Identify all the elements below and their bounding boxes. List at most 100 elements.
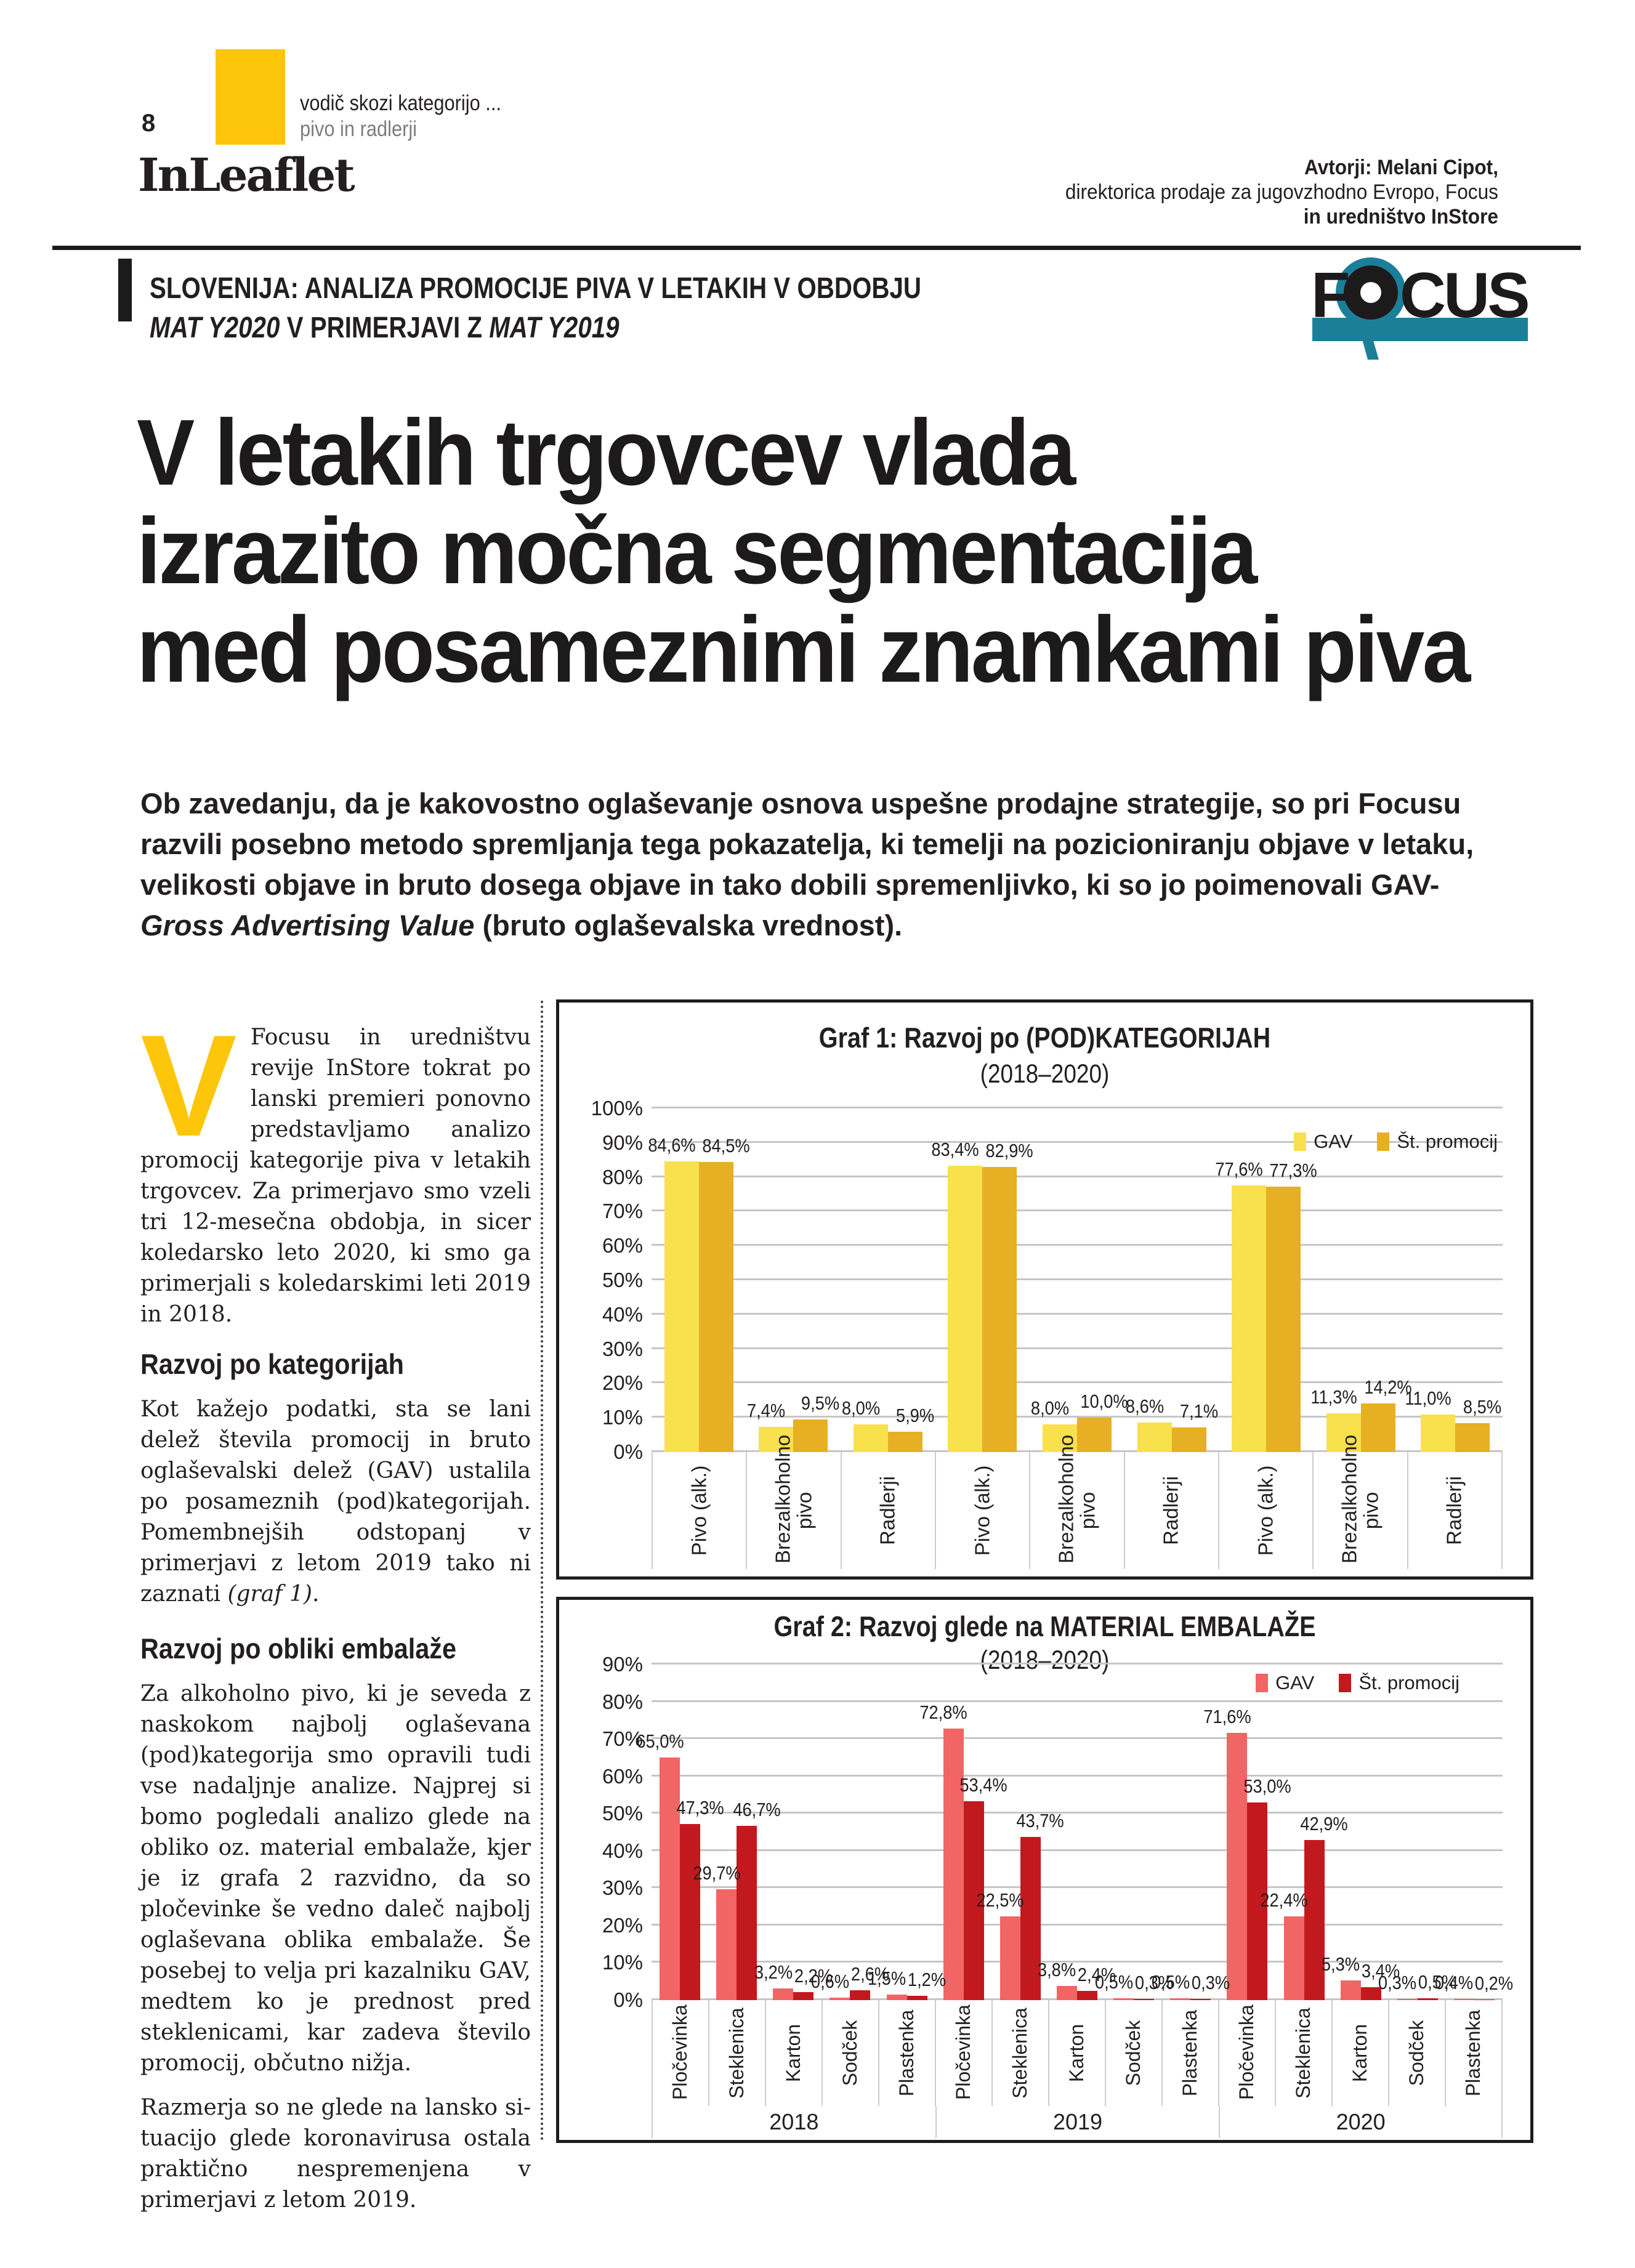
x-axis-label: Pločevinka [1235,2004,1258,2100]
bar-gav [1326,1413,1361,1452]
data-label: 3,4% [1362,1960,1400,1982]
graf1-plot-area: GAV Št. promocij 0% 10% 20% 30% 40% 50% 60% 70% 8… [591,1097,1503,1463]
bar-group: 3,2% 2,2% [754,1665,833,2000]
data-label: 2,6% [850,1963,890,1985]
bar-st-promocij [1266,1186,1301,1452]
data-label: 8,5% [1463,1395,1502,1418]
author-name: Avtorji: Melani Cipot, [1304,156,1498,179]
graf1-legend: GAV Št. promocij [1294,1131,1498,1153]
x-axis-cell: Pivo (alk.) [934,1452,1029,1569]
data-label: 7,4% [747,1399,786,1421]
bar-st-promocij [1171,1427,1206,1452]
x-axis-label: Plastenka [1179,2009,1201,2097]
data-label: 29,7% [693,1862,741,1884]
authors-block: Avtorji: Melani Cipot, direktorica proda… [1065,155,1498,229]
data-label: 83,4% [931,1138,980,1160]
bar-gav [999,1916,1020,2000]
bar-group: 1,5% 1,2% [868,1665,946,2000]
x-axis-cell: Plastenka [1445,2000,1503,2106]
x-axis-cell: Brezalkoholno pivo [1312,1435,1407,1569]
bar-st-promocij [1360,1987,1381,2000]
gridline [652,1849,1503,1851]
data-label: 5,3% [1322,1953,1360,1975]
gridline [652,1312,1503,1315]
gridline [652,1107,1503,1108]
data-label: 43,7% [1016,1810,1065,1832]
y-tick-label: 50% [602,1802,643,1825]
data-label: 2,4% [1078,1964,1116,1986]
x-axis-cell: Radlerji [840,1452,935,1569]
x-axis-label: Radlerji [1159,1476,1182,1545]
x-axis-cell: Karton [1331,2000,1388,2106]
dropcap-v: V [140,1004,237,1166]
data-label: 11,0% [1405,1387,1451,1409]
x-axis-label: Pločevinka [952,2004,975,2100]
graf2-title: Graf 2: Razvoj glede na MATERIAL EMBALAŽ… [773,1610,1316,1642]
bar-st-promocij [1020,1837,1041,2000]
x-axis-label: Pivo (alk.) [971,1465,994,1556]
bar-gav [1042,1424,1077,1452]
data-label: 47,3% [676,1796,724,1818]
paragraph-kategorije: Kot kažejo podatki, sta se lani delež št… [140,1397,531,1607]
y-tick-label: 70% [602,1200,643,1223]
bar-gav [830,1998,850,2000]
data-label: 0,5% [1151,1971,1190,1993]
x-axis-cell: Pločevinka [935,2000,991,2106]
graf1-panel: Graf 1: Razvoj po (POD)KATEGORIJAH (2018… [556,999,1533,1580]
x-axis-label: Brezalkoholno pivo [1054,1434,1099,1564]
x-axis-cell: Sodček [1105,2000,1161,2106]
data-label: 3,2% [754,1961,793,1983]
y-tick-label: 50% [602,1269,643,1291]
bar-gav [1137,1423,1172,1452]
bar-group: 0,5% 0,3% [1152,1665,1230,2000]
gridline [652,1347,1503,1349]
data-label: 7,1% [1179,1400,1218,1423]
graf2-subtitle: (2018–2020) [980,1645,1110,1675]
bar-group: 77,6% 77,3% [1215,1108,1317,1452]
x-axis-label: Plastenka [1462,2009,1485,2097]
bar-st-promocij [1417,1998,1438,2000]
x-axis-label: Pivo (alk.) [1254,1465,1277,1556]
page-number: 8 [142,110,156,137]
x-axis-cell: Pločevinka [1218,2000,1275,2106]
data-label: 82,9% [985,1140,1034,1162]
graf1-subtitle: (2018–2020) [980,1059,1110,1089]
heading-razvoj-po-obliki-embalaze: Razvoj po obliki embalaže [140,1632,457,1665]
y-tick-label: 60% [602,1234,643,1257]
data-label: 53,0% [1243,1775,1291,1798]
x-axis-label: Pločevinka [669,2004,692,2100]
bar-group: 7,4% 9,5% [746,1108,841,1452]
x-axis-cell: Steklenica [1275,2000,1331,2106]
x-axis-cell: Sodček [1388,2000,1445,2106]
year-label: 2018 [652,2106,935,2138]
gridline [652,1923,1503,1926]
y-tick-label: 20% [602,1913,643,1937]
year-label: 2019 [935,2106,1219,2138]
legend-label: GAV [1275,1672,1315,1693]
kicker-line1: vodič skozi kategorijo ... [300,91,501,115]
bar-gav [1421,1414,1456,1452]
author-role: direktorica prodaje za jugovzhodno Evrop… [1065,180,1498,204]
gridline [652,1700,1503,1702]
x-axis-cell: Steklenica [991,2000,1048,2106]
gridline [652,1886,1503,1889]
svg-text:CUS: CUS [1400,260,1528,331]
bar-group: 65,0% 47,3% [636,1665,724,2000]
x-axis-cell: Karton [1048,2000,1105,2106]
bar-st-promocij [963,1801,984,2000]
graf2-year-axis: 2018 2019 2020 [652,2106,1503,2138]
bar-group: 29,7% 46,7% [693,1665,780,2000]
bar-st-promocij [887,1432,922,1452]
legend-item: GAV [1256,1672,1314,1694]
data-label: 84,5% [702,1134,750,1156]
data-label: 8,0% [841,1397,880,1419]
gridline [652,1244,1503,1246]
bar-st-promocij [1190,1999,1211,2000]
bar-gav [1170,1998,1191,2000]
bar-group: 11,0% 8,5% [1405,1108,1503,1452]
y-tick-label: 40% [602,1839,643,1862]
kicker-line2: pivo in radlerji [300,117,418,141]
gridline [652,1209,1503,1212]
gridline [652,1175,1503,1177]
bar-st-promocij [793,1419,828,1452]
